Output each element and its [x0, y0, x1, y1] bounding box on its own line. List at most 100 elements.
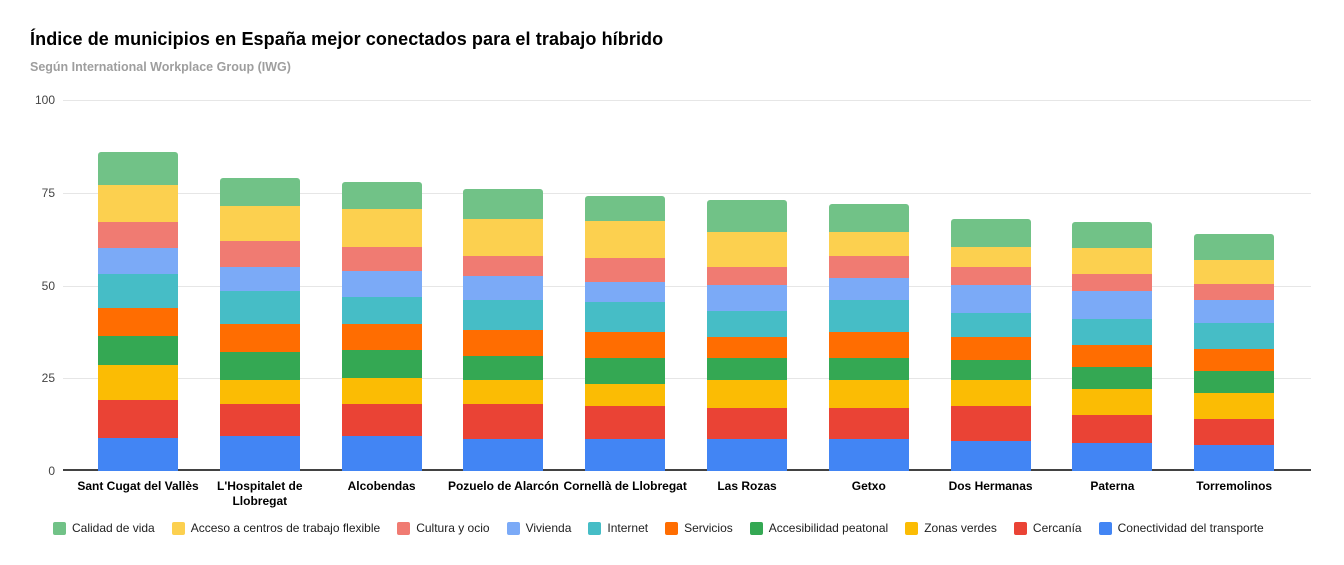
x-category-label: Alcobendas — [347, 479, 416, 493]
bar-segment — [828, 380, 909, 408]
bar-segment — [950, 337, 1031, 360]
bar-segment — [828, 255, 909, 279]
legend-label: Accesibilidad peatonal — [768, 521, 889, 535]
bar-segment — [341, 350, 422, 379]
bar-segment — [585, 196, 666, 221]
bar-segment — [341, 435, 422, 471]
y-tick-label-100: 100 — [34, 93, 55, 107]
bar-segment — [219, 324, 300, 353]
legend-item: Accesibilidad peatonal — [749, 521, 889, 535]
bar-segment — [1194, 283, 1275, 301]
x-axis-labels: Sant Cugat del Vallès L'Hospitalet de Llo… — [63, 479, 1311, 513]
bar-segment — [341, 296, 422, 325]
bar-segment — [828, 407, 909, 440]
bar-segment — [1194, 322, 1275, 349]
bar-segment — [463, 380, 544, 405]
legend-swatch-icon — [905, 521, 919, 535]
bar-segment — [219, 266, 300, 292]
x-category-label: Getxo — [851, 479, 886, 493]
bar-segment — [219, 177, 300, 206]
bar-segment — [463, 329, 544, 356]
legend: Calidad de vida Acceso a centros de traba… — [53, 521, 1313, 535]
legend-item: Internet — [588, 521, 648, 535]
legend-label: Calidad de vida — [72, 521, 155, 535]
bar-segment — [341, 246, 422, 271]
gridline-75 — [63, 192, 1311, 194]
legend-label: Vivienda — [525, 521, 572, 535]
legend-item: Zonas verdes — [905, 521, 997, 535]
legend-item: Cercanía — [1013, 521, 1082, 535]
x-category-label: Cornellà de Llobregat — [563, 479, 687, 493]
legend-swatch-icon — [665, 521, 679, 535]
bar-segment — [463, 276, 544, 301]
bar-segment — [950, 313, 1031, 338]
bar-segment — [1072, 389, 1153, 416]
bar-segment — [219, 205, 300, 241]
bar-segment — [341, 181, 422, 210]
bar-segment — [950, 246, 1031, 267]
chart-subtitle: Según International Workplace Group (IWG… — [30, 60, 291, 74]
bar-segment — [1072, 274, 1153, 292]
x-category-label: Sant Cugat del Vallès — [77, 479, 199, 493]
bar-segment — [341, 404, 422, 436]
bar-segment — [828, 331, 909, 358]
bar-8 — [950, 218, 1031, 471]
bar-segment — [98, 437, 178, 471]
bar-segment — [585, 302, 666, 332]
legend-swatch-icon — [397, 521, 411, 535]
bar-segment — [828, 278, 909, 301]
bar-segment — [219, 291, 300, 325]
bar-segment — [707, 439, 787, 471]
legend-label: Cercanía — [1032, 521, 1082, 535]
bar-segment — [341, 324, 422, 351]
legend-item: Conectividad del transporte — [1098, 521, 1264, 535]
legend-label: Servicios — [684, 521, 733, 535]
bar-segment — [1072, 443, 1153, 471]
bar-segment — [341, 378, 422, 405]
bar-segment — [828, 439, 909, 471]
x-category-label: Las Rozas — [717, 479, 777, 493]
bar-10 — [1194, 233, 1275, 471]
bar-1 — [98, 151, 178, 471]
bar-segment — [463, 189, 544, 219]
bar-segment — [585, 406, 666, 440]
bar-segment — [98, 248, 178, 275]
bar-segment — [98, 222, 178, 249]
legend-label: Internet — [607, 521, 649, 535]
bar-segment — [707, 266, 787, 286]
bar-segment — [585, 383, 666, 407]
bar-segment — [585, 281, 666, 303]
bar-segment — [1194, 348, 1275, 371]
legend-item: Cultura y ocio — [397, 521, 490, 535]
bar-segment — [1194, 259, 1275, 284]
bar-segment — [950, 359, 1031, 381]
bar-segment — [1072, 291, 1153, 319]
bar-segment — [707, 311, 787, 338]
bar-segment — [463, 404, 544, 440]
bar-segment — [219, 240, 300, 267]
gridline-50 — [63, 285, 1311, 287]
legend-label: Zonas verdes — [924, 521, 997, 535]
bar-segment — [98, 365, 178, 401]
bar-segment — [950, 406, 1031, 442]
bar-segment — [1194, 419, 1275, 445]
bar-segment — [1072, 222, 1153, 249]
legend-item: Vivienda — [506, 521, 572, 535]
legend-item: Servicios — [665, 521, 733, 535]
y-axis: 0 25 50 75 100 — [0, 93, 55, 478]
bar-segment — [1072, 318, 1153, 345]
bar-7 — [828, 203, 909, 471]
bar-segment — [341, 209, 422, 247]
legend-swatch-icon — [171, 521, 185, 535]
bar-segment — [341, 270, 422, 297]
bar-9 — [1072, 222, 1153, 471]
bar-segment — [98, 185, 178, 223]
bar-segment — [1194, 444, 1275, 471]
bar-segment — [707, 380, 787, 408]
legend-label: Cultura y ocio — [416, 521, 490, 535]
y-tick-label-0: 0 — [48, 464, 55, 478]
bar-segment — [828, 231, 909, 256]
bar-segment — [1072, 344, 1153, 368]
bar-segment — [98, 400, 178, 438]
